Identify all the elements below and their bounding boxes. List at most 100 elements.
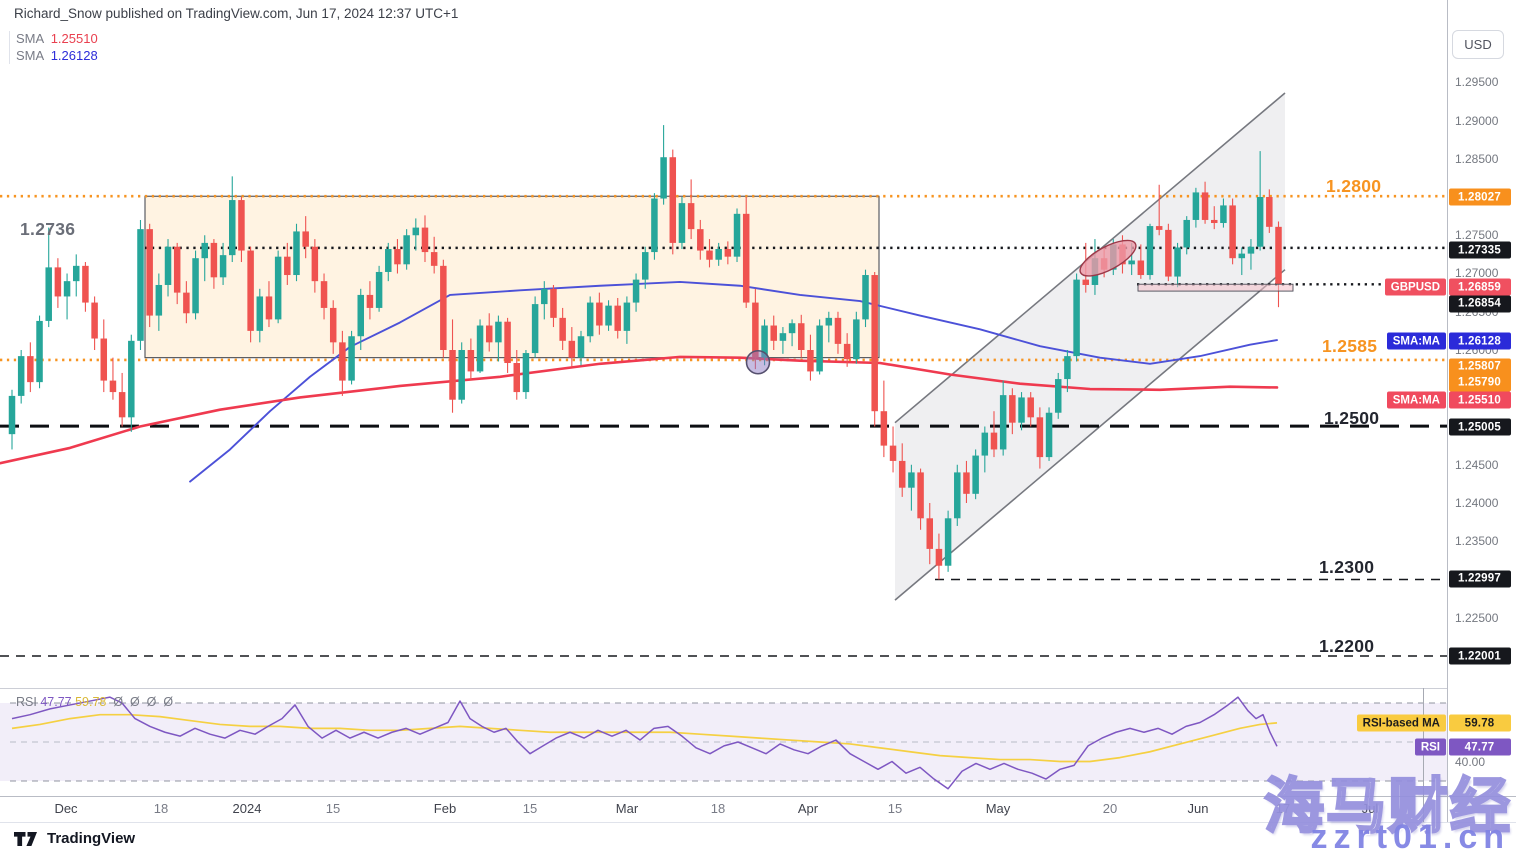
candle-body — [8, 395, 16, 435]
support-zone: 1.25807 1.25790 — [1448, 358, 1511, 392]
candle-body — [798, 323, 805, 350]
candle-body — [1165, 229, 1172, 277]
candle-body — [1137, 260, 1145, 276]
candle-body — [908, 472, 915, 488]
gbpusd-last-price: 1.26859 — [1448, 278, 1511, 296]
time-label-apr: Apr — [797, 801, 819, 816]
price-tick: 1.28500 — [1455, 152, 1499, 166]
price-tick: 1.23500 — [1455, 534, 1499, 548]
price-annotation-label: 1.2736 — [20, 219, 76, 239]
candle-body — [385, 249, 392, 272]
candle-body — [27, 356, 34, 383]
tradingview-logo[interactable]: TradingView — [14, 830, 135, 847]
candle-body — [17, 356, 25, 396]
channel-fill — [895, 92, 1285, 601]
candle-body — [36, 320, 43, 383]
candle-body — [1174, 247, 1181, 277]
resistance-1-2800: 1.28027 — [1448, 188, 1511, 206]
watermark-cn: 海马财经 — [1263, 772, 1512, 842]
rsi-legend[interactable]: RSI 47.77 59.78 Ø Ø Ø Ø — [16, 695, 173, 709]
candle-body — [1155, 226, 1163, 230]
circle-marker — [745, 349, 771, 375]
candle-body — [229, 200, 236, 256]
rsi-ma-line — [11, 713, 1278, 763]
candle-body — [770, 325, 777, 341]
candle-body — [247, 250, 254, 331]
candle-body — [623, 302, 631, 331]
sma-slow-value: 1.26128 — [1448, 332, 1511, 350]
candle-body — [366, 294, 374, 308]
time-label-15: 15 — [325, 801, 341, 816]
candle-body — [357, 294, 364, 337]
candle-body — [788, 323, 796, 334]
candle-body — [715, 249, 722, 260]
level-1-22001: 1.22001 — [1448, 647, 1511, 665]
candle-body — [724, 249, 732, 257]
candle-body — [118, 392, 126, 418]
candle-body — [302, 231, 309, 247]
candle-body — [1220, 205, 1227, 224]
candle-body — [311, 246, 319, 282]
candle-body — [1256, 197, 1264, 247]
candle-body — [54, 267, 62, 297]
rsi-label: RSI — [16, 695, 37, 709]
candle-body — [541, 288, 548, 305]
currency-button[interactable]: USD — [1452, 30, 1504, 59]
candle-body — [917, 472, 924, 519]
candle-body — [504, 321, 511, 364]
publish-attribution: Richard_Snow published on TradingView.co… — [14, 6, 459, 21]
price-tick: 1.27500 — [1455, 228, 1499, 242]
candle-body — [155, 284, 163, 316]
candle-body — [284, 256, 291, 276]
indicator-legend[interactable]: SMA 1.25510 SMA 1.26128 — [16, 30, 98, 64]
candle-body — [559, 317, 566, 341]
sma-slow-legend[interactable]: SMA 1.26128 — [16, 47, 98, 64]
candle-body — [1275, 226, 1282, 285]
candle-body — [697, 229, 704, 251]
price-annotation-label: 1.2500 — [1324, 408, 1380, 428]
candle-body — [1018, 397, 1025, 423]
candle-body — [981, 432, 989, 456]
candle-body — [853, 319, 860, 360]
candle-body — [403, 235, 410, 265]
level-1-22997: 1.22997 — [1448, 570, 1511, 587]
price-annotation-label: 1.2585 — [1322, 336, 1378, 356]
price-annotation-label: 1.2200 — [1319, 636, 1375, 656]
candle-body — [329, 307, 337, 343]
price-tick: 1.24500 — [1455, 458, 1499, 472]
candle-body — [660, 157, 667, 199]
candle-body — [972, 455, 979, 494]
candle-body — [394, 249, 401, 265]
rsi-line — [11, 696, 1278, 790]
candle-body — [999, 395, 1007, 450]
pane-separator[interactable] — [0, 688, 1447, 689]
candle-body — [871, 275, 878, 412]
candle-body — [293, 231, 300, 276]
candle-body — [173, 246, 181, 293]
candle-body — [412, 227, 420, 236]
time-label-mar: Mar — [615, 801, 639, 816]
candle-body — [614, 305, 621, 331]
time-label-dec: Dec — [54, 801, 78, 816]
rsi-ma-badge: 59.78 — [1448, 714, 1511, 732]
candle-body — [210, 242, 218, 278]
time-label-17: 17 — [1275, 801, 1291, 816]
time-label-2024: 2024 — [232, 801, 262, 816]
level-1-25005: 1.25005 — [1448, 418, 1511, 436]
level-1-27335: 1.27335 — [1448, 241, 1511, 259]
candle-body — [1082, 279, 1090, 285]
candle-body — [568, 340, 576, 358]
candle-body — [476, 325, 484, 372]
sma-fast-legend[interactable]: SMA 1.25510 — [16, 30, 98, 47]
gbpusd-last-price-tag: GBPUSD — [1384, 278, 1446, 296]
candle-body — [421, 227, 429, 253]
candle-body — [834, 317, 842, 344]
channel-lower-line — [894, 269, 1286, 601]
candle-body — [577, 336, 585, 358]
rsi-badge: 47.77 — [1448, 738, 1511, 756]
candle-body — [274, 256, 282, 320]
time-label-jul: Jul — [1361, 801, 1379, 816]
candle-body — [1064, 356, 1071, 380]
legend-divider — [9, 31, 10, 64]
